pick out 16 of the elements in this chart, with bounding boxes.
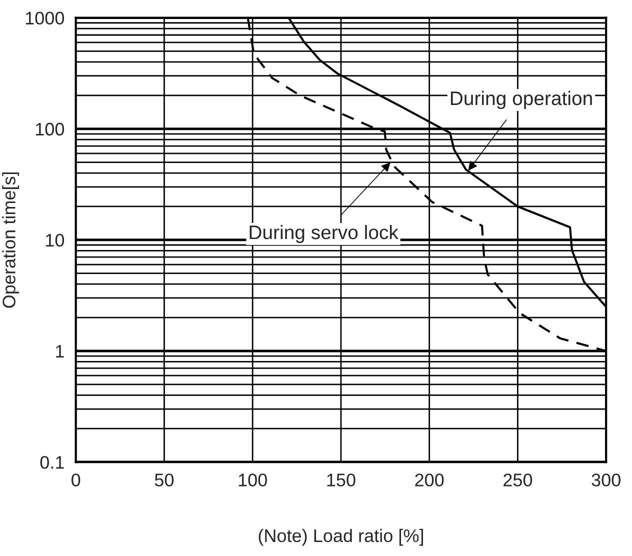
x-axis-title: (Note) Load ratio [%] [258, 528, 423, 546]
x-tick-label: 0 [72, 474, 80, 486]
x-tick-label: 100 [238, 474, 267, 486]
x-tick-label: 250 [504, 474, 532, 486]
annotation: During servo lock [250, 224, 398, 244]
y-axis-title: Operation time[s] [2, 172, 20, 308]
y-tick-label: 0.1 [40, 456, 64, 469]
x-tick-label: 200 [415, 474, 444, 486]
y-tick-label: 1000 [26, 12, 64, 25]
x-tick-label: 300 [592, 474, 620, 486]
x-tick-label: 150 [327, 474, 356, 486]
annotation: During operation [450, 90, 592, 110]
x-tick-label: 50 [154, 474, 174, 486]
y-tick-label: 100 [36, 122, 64, 136]
y-tick-label: 1 [56, 345, 64, 358]
y-tick-label: 10 [46, 234, 64, 247]
